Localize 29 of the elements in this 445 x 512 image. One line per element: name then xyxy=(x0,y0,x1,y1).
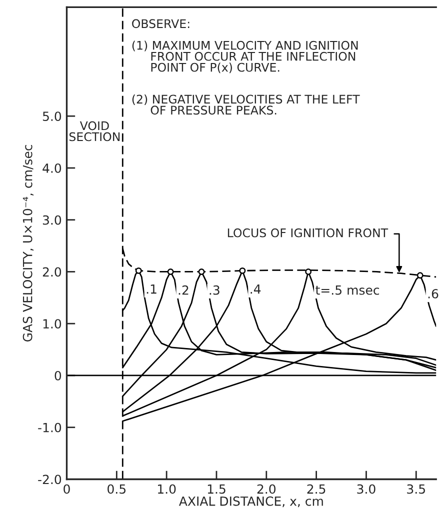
annotation: LOCUS OF IGNITION FRONT xyxy=(228,228,388,238)
annotation: OBSERVE: xyxy=(132,19,190,28)
series-label: .3 xyxy=(210,285,220,295)
series-label: .1 xyxy=(146,284,156,294)
y-tick-label: -1.0 xyxy=(38,422,62,432)
x-tick-label: 2.0 xyxy=(257,484,276,494)
x-tick-label: 3.0 xyxy=(357,484,376,494)
ref-line-label: VOID SECTION xyxy=(69,121,120,142)
series-label: .6 xyxy=(428,288,438,298)
y-tick-label: 4.0 xyxy=(42,163,62,173)
x-tick-label: 0 xyxy=(64,484,70,494)
x-tick-label: 2.5 xyxy=(307,484,326,494)
y-tick-label: 5.0 xyxy=(42,112,62,122)
y-tick-label: 1.0 xyxy=(43,319,62,329)
x-tick-label: 1.0 xyxy=(158,484,176,494)
annotation: (2) NEGATIVE VELOCITIES AT THE LEFT OF PRESSURE PEAKS. xyxy=(132,94,360,115)
y-tick-label: 3.0 xyxy=(42,215,62,225)
y-tick-label: -2.0 xyxy=(38,474,62,484)
series-label: .4 xyxy=(250,284,261,294)
series-label: .2 xyxy=(178,285,188,295)
x-tick-label: 0.5 xyxy=(108,484,126,494)
series-label: t=.5 msec xyxy=(316,286,380,295)
y-axis-title: GAS VELOCITY, U×10⁻⁴, cm/sec xyxy=(22,144,34,342)
x-tick-label: 1.5 xyxy=(208,484,226,494)
y-tick-label: 2.0 xyxy=(42,267,62,277)
x-axis-title: AXIAL DISTANCE, x, cm xyxy=(178,496,323,508)
y-tick-label: 0 xyxy=(54,370,62,380)
x-tick-label: 3.5 xyxy=(407,484,425,494)
annotation: (1) MAXIMUM VELOCITY AND IGNITION FRONT OCCUR AT THE INFLECTION POINT OF P(x) CURVE. xyxy=(132,40,358,74)
